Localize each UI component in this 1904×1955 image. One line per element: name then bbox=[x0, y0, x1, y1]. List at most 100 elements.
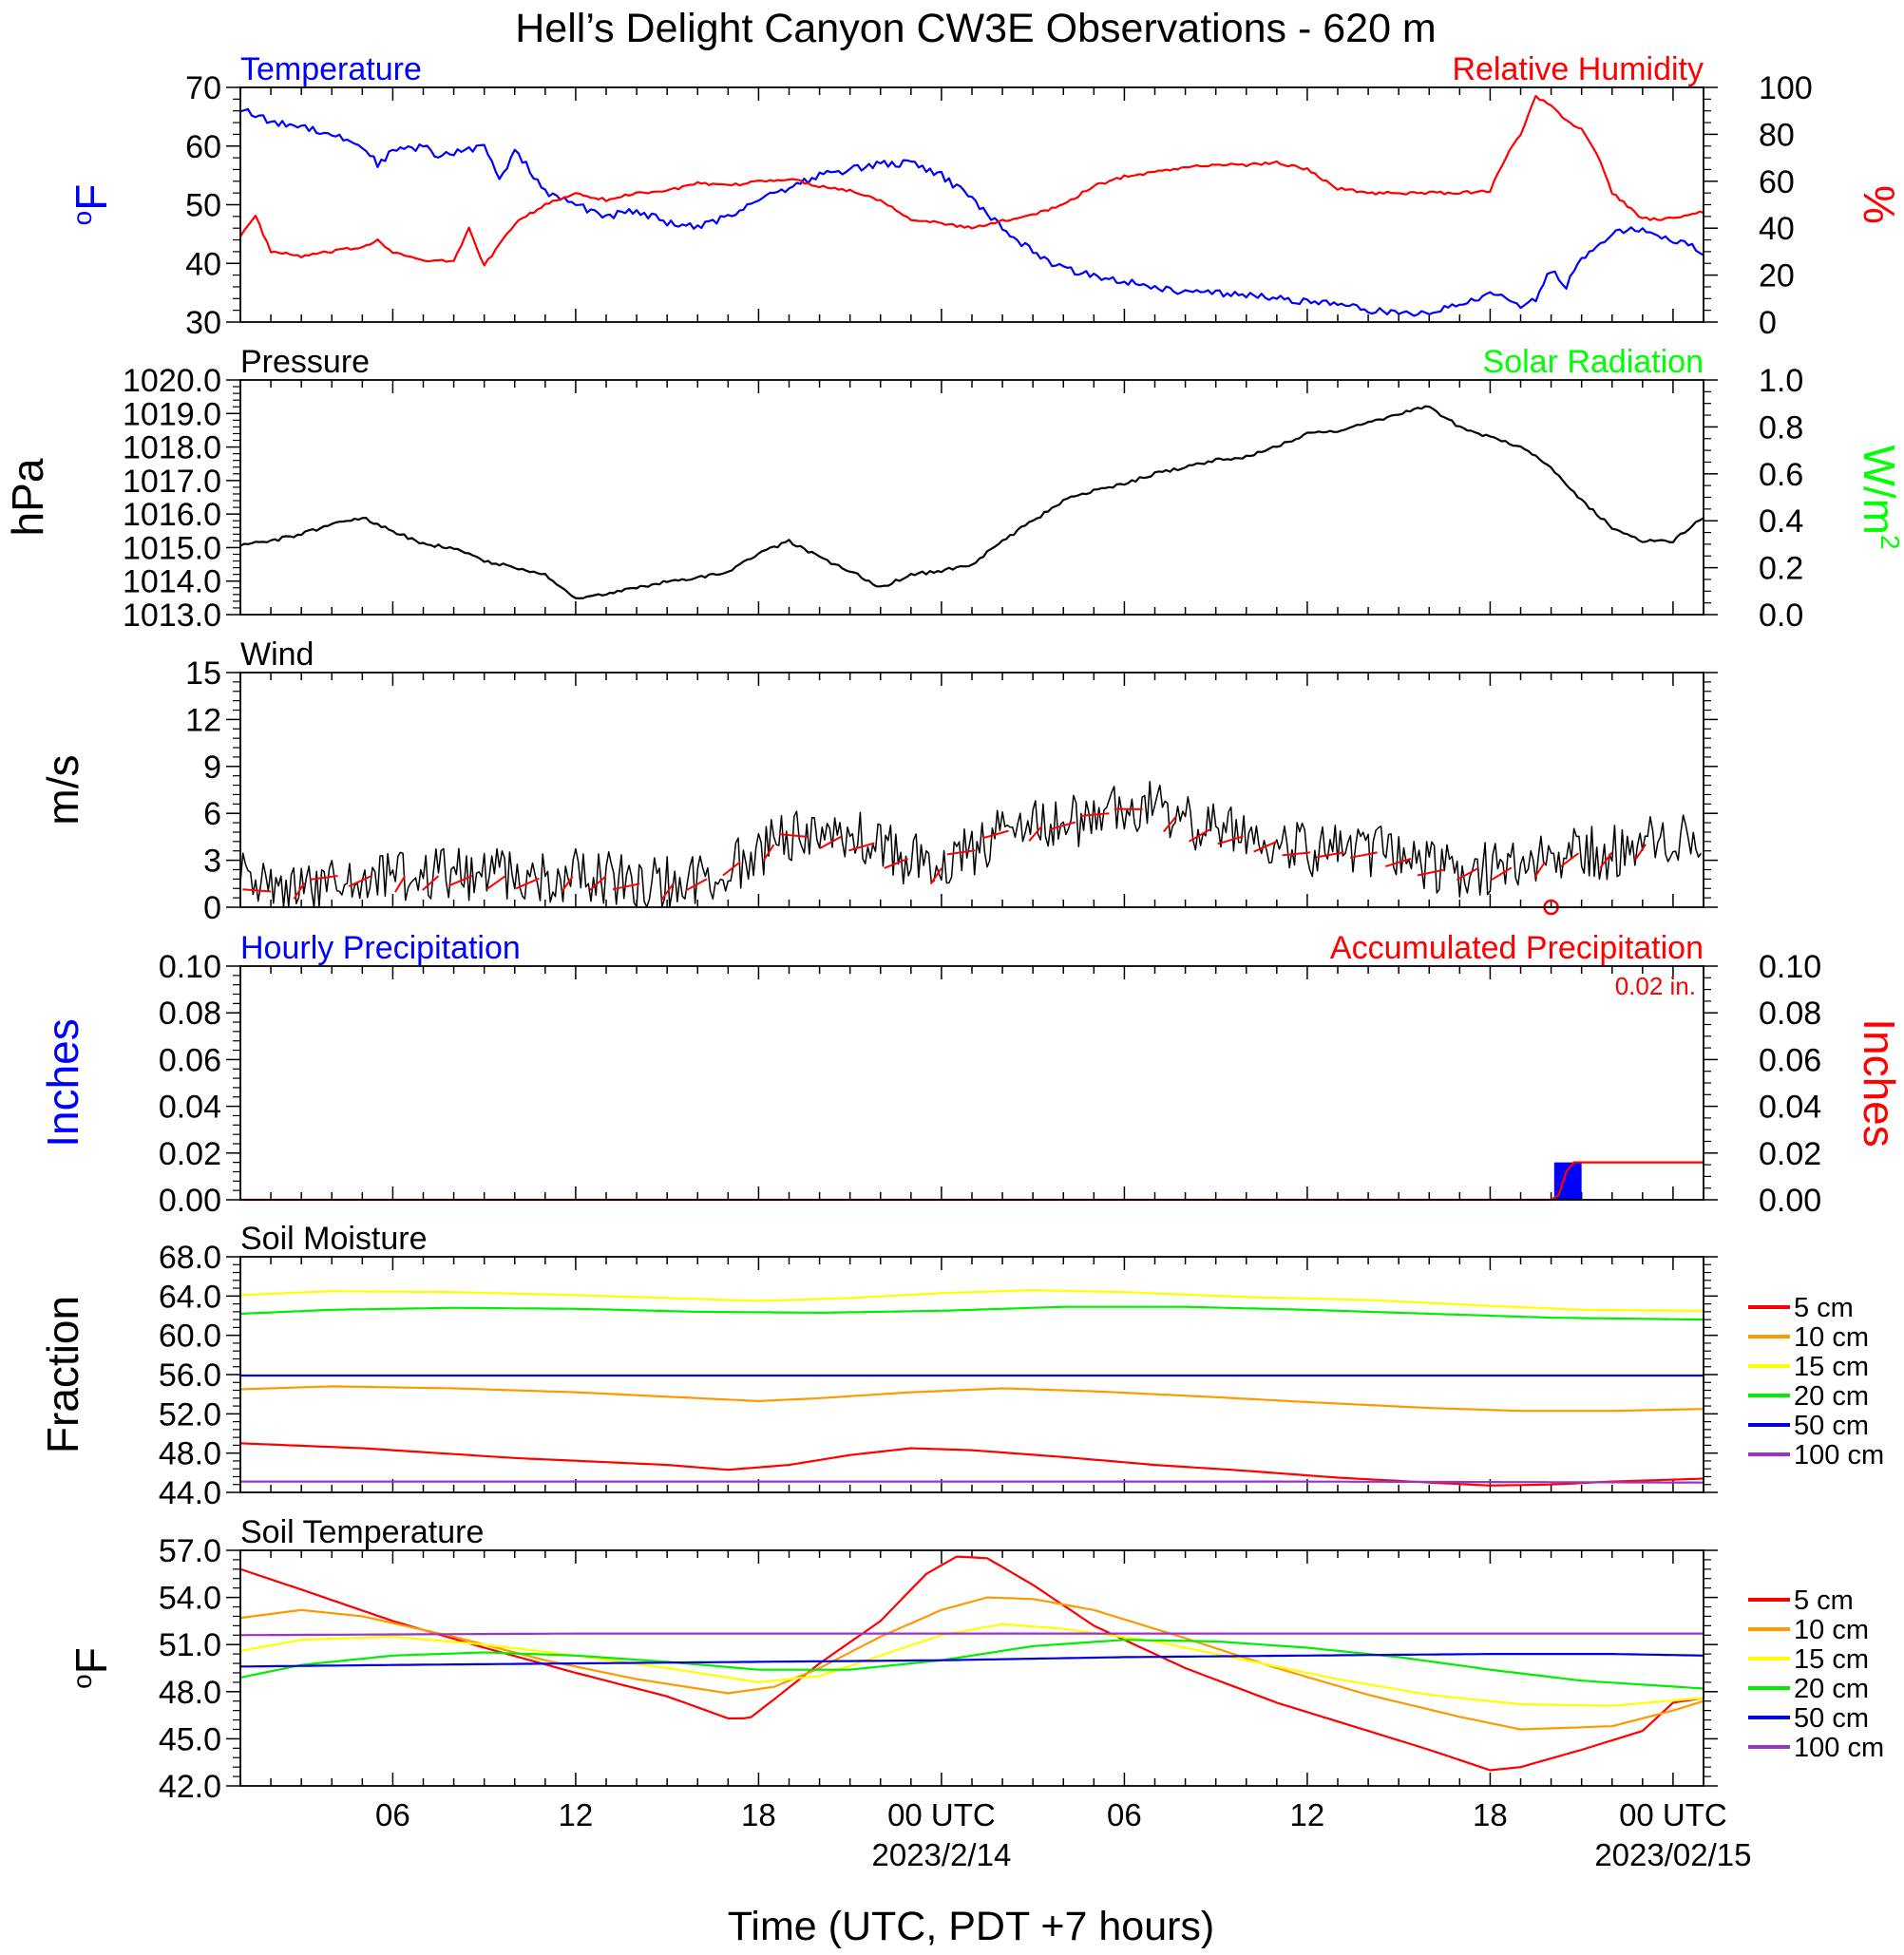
wind-barb bbox=[589, 875, 607, 891]
page-title: Hell’s Delight Canyon CW3E Observations … bbox=[515, 6, 1437, 51]
wind-barb bbox=[660, 883, 675, 901]
y-tick-label: 1016.0 bbox=[123, 497, 221, 533]
y-tick-label: 45.0 bbox=[159, 1721, 221, 1757]
series-line-20cm bbox=[239, 1305, 1704, 1321]
series-line-15cm bbox=[239, 1289, 1704, 1312]
plot-frame bbox=[239, 1256, 1704, 1493]
wind-barb bbox=[1634, 844, 1647, 862]
x-tick-label: 06 bbox=[375, 1797, 410, 1832]
plot-frame bbox=[239, 379, 1704, 616]
panel-wind: 0 3 6 9 12 15 Wind m/s bbox=[38, 636, 1718, 926]
y-right-tick-label: 0.8 bbox=[1759, 409, 1803, 446]
panel-title-left: Temperature bbox=[240, 51, 422, 87]
y-tick-label: 0.02 bbox=[159, 1136, 221, 1172]
wind-barb bbox=[394, 875, 407, 893]
series-line-wind bbox=[239, 781, 1702, 908]
y-right-tick-label: 0.4 bbox=[1759, 503, 1803, 540]
legend-label: 50 cm bbox=[1794, 1411, 1869, 1441]
y-tick-label: 56.0 bbox=[159, 1357, 221, 1394]
y-right-tick-label: 0.06 bbox=[1759, 1042, 1821, 1078]
x-tick-label: 12 bbox=[559, 1797, 594, 1832]
wind-barb bbox=[486, 875, 506, 890]
panel-title-left: Hourly Precipitation bbox=[240, 930, 521, 966]
series-line-15cm bbox=[239, 1623, 1704, 1707]
wind-barb bbox=[722, 861, 741, 877]
y-tick-label: 54.0 bbox=[159, 1581, 221, 1617]
y-tick-label: 42.0 bbox=[159, 1769, 221, 1805]
x-date-label: 2023/2/14 bbox=[872, 1837, 1012, 1872]
y-tick-label: 15 bbox=[185, 655, 221, 692]
wind-barb bbox=[1456, 867, 1479, 882]
plot-frame bbox=[239, 965, 1704, 1201]
legend-label: 15 cm bbox=[1794, 1644, 1869, 1675]
y-tick-label: 3 bbox=[203, 844, 221, 880]
y-tick-label: 0.08 bbox=[159, 996, 221, 1032]
wind-barb bbox=[685, 878, 708, 892]
y-axis-label-left: oF bbox=[67, 1647, 116, 1689]
wind-barb bbox=[1080, 812, 1110, 817]
y-axis-label-left: Inches bbox=[38, 1018, 87, 1148]
legend-label: 20 cm bbox=[1794, 1381, 1869, 1412]
y-tick-label: 44.0 bbox=[159, 1475, 221, 1511]
plot-frame bbox=[239, 86, 1704, 323]
y-right-tick-label: 0.08 bbox=[1759, 996, 1821, 1032]
series-line-50cm bbox=[240, 1653, 1704, 1668]
wind-barb bbox=[1028, 825, 1043, 843]
y-tick-label: 30 bbox=[185, 305, 221, 341]
panel-precipitation: 0.00 0.02 0.04 0.06 0.08 0.10 0.00 0.02 0.04 0.06… bbox=[38, 930, 1904, 1219]
wind-barb bbox=[884, 858, 908, 869]
x-tick-label: 18 bbox=[1473, 1797, 1508, 1832]
y-axis-label-right: % bbox=[1855, 185, 1904, 224]
legend-label: 10 cm bbox=[1794, 1322, 1869, 1353]
wind-barb bbox=[1384, 857, 1412, 868]
panel-temperature-humidity: 30 40 50 60 70 0 20 40 60 80 100 Temperature Relativ… bbox=[67, 51, 1904, 341]
wind-barb bbox=[982, 829, 1009, 840]
legend-label: 15 cm bbox=[1794, 1352, 1869, 1382]
wind-barb bbox=[447, 875, 473, 887]
series-line-5cm bbox=[239, 1442, 1704, 1487]
y-tick-label: 6 bbox=[203, 796, 221, 832]
wind-barb bbox=[929, 867, 942, 885]
y-tick-label: 0.10 bbox=[159, 949, 221, 985]
y-tick-label: 1014.0 bbox=[123, 564, 221, 600]
y-right-tick-label: 100 bbox=[1759, 70, 1813, 106]
plot-frame bbox=[239, 672, 1704, 908]
series-line-100cm bbox=[239, 1632, 1704, 1637]
panel-title-left: Pressure bbox=[240, 344, 370, 380]
y-right-tick-label: 0.04 bbox=[1759, 1090, 1821, 1126]
y-tick-label: 60.0 bbox=[159, 1319, 221, 1355]
wind-barb bbox=[1491, 866, 1513, 882]
y-axis-label-left: Fraction bbox=[38, 1296, 87, 1453]
legend-label: 10 cm bbox=[1794, 1615, 1869, 1645]
y-right-tick-label: 0.2 bbox=[1759, 551, 1803, 587]
y-tick-label: 40 bbox=[185, 246, 221, 282]
wind-barb bbox=[1049, 821, 1076, 831]
y-tick-label: 51.0 bbox=[159, 1627, 221, 1663]
plot-frame bbox=[239, 1549, 1704, 1787]
y-axis-label-left: hPa bbox=[3, 458, 52, 536]
y-right-tick-label: 0.00 bbox=[1759, 1183, 1821, 1219]
panel-title-right: Accumulated Precipitation bbox=[1330, 930, 1704, 966]
series-line-10cm bbox=[239, 1385, 1704, 1413]
wind-barb bbox=[819, 836, 842, 849]
x-tick-label: 00 UTC bbox=[887, 1797, 996, 1832]
wind-barb bbox=[348, 875, 372, 887]
wind-barb bbox=[1217, 835, 1244, 845]
y-axis-label-left: oF bbox=[67, 184, 116, 226]
wind-barb bbox=[1316, 851, 1344, 859]
y-tick-label: 48.0 bbox=[159, 1675, 221, 1711]
wind-barb bbox=[1163, 815, 1177, 833]
x-axis-title: Time (UTC, PDT +7 hours) bbox=[728, 1904, 1215, 1949]
y-tick-label: 48.0 bbox=[159, 1436, 221, 1472]
y-right-tick-label: 0.02 bbox=[1759, 1136, 1821, 1172]
x-tick-label: 12 bbox=[1290, 1797, 1325, 1832]
wind-barb bbox=[310, 875, 338, 881]
y-tick-label: 68.0 bbox=[159, 1240, 221, 1276]
legend-label: 100 cm bbox=[1794, 1440, 1884, 1471]
x-tick-label: 18 bbox=[741, 1797, 776, 1832]
y-tick-label: 9 bbox=[203, 750, 221, 786]
y-tick-label: 0.06 bbox=[159, 1042, 221, 1078]
wind-barb bbox=[1282, 851, 1311, 857]
y-tick-label: 1017.0 bbox=[123, 464, 221, 500]
